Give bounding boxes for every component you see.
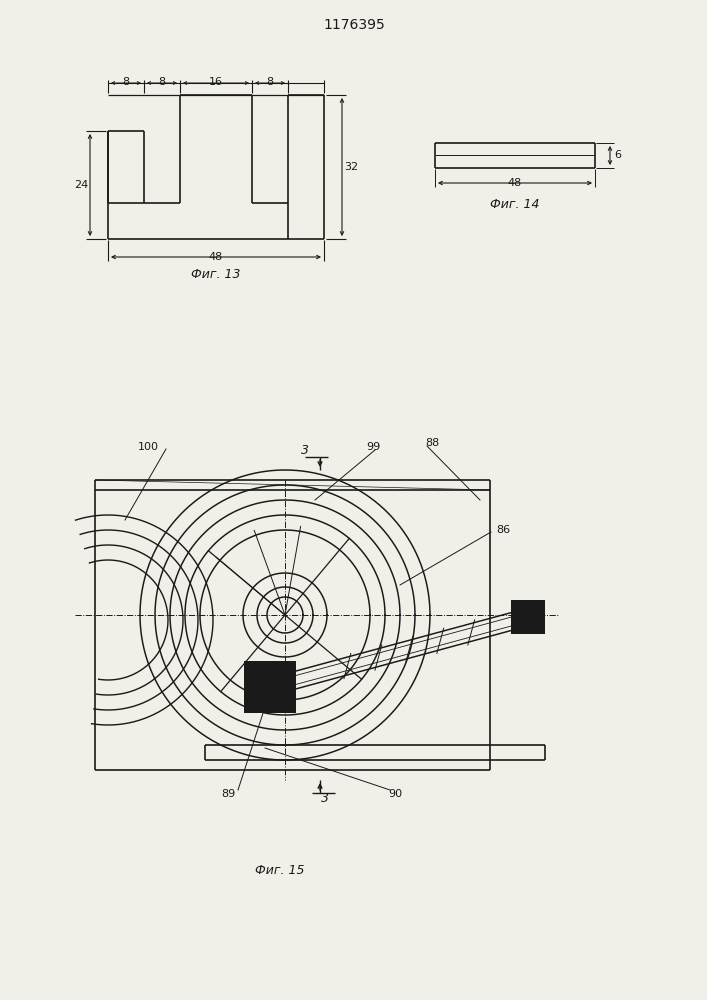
Text: 100: 100	[137, 442, 158, 452]
Text: 8: 8	[158, 77, 165, 87]
Text: 6: 6	[614, 150, 621, 160]
Text: Фиг. 14: Фиг. 14	[490, 198, 539, 211]
Text: 48: 48	[209, 252, 223, 262]
Text: 1176395: 1176395	[323, 18, 385, 32]
Text: Фиг. 15: Фиг. 15	[255, 863, 305, 876]
Text: 32: 32	[344, 162, 358, 172]
Text: 8: 8	[267, 77, 274, 87]
Text: 48: 48	[508, 178, 522, 188]
Text: 3: 3	[301, 444, 309, 458]
Text: 90: 90	[388, 789, 402, 799]
Text: 86: 86	[496, 525, 510, 535]
Text: 8: 8	[122, 77, 129, 87]
Text: 24: 24	[74, 180, 88, 190]
Text: 88: 88	[425, 438, 439, 448]
Text: 99: 99	[366, 442, 380, 452]
Text: 89: 89	[221, 789, 235, 799]
Text: Фиг. 13: Фиг. 13	[192, 268, 241, 282]
Text: 16: 16	[209, 77, 223, 87]
Text: 3: 3	[321, 792, 329, 806]
